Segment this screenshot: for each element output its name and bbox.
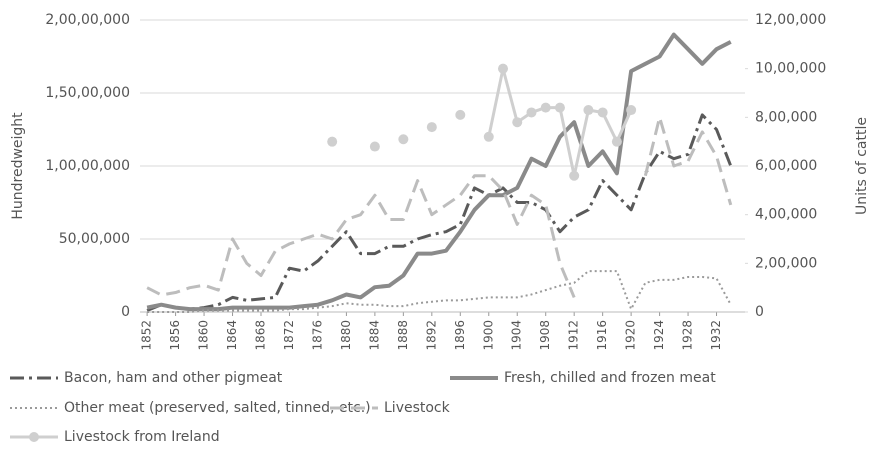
point <box>569 170 580 181</box>
series-line <box>146 115 733 298</box>
point <box>426 122 437 133</box>
series-line <box>146 113 733 312</box>
point <box>611 136 622 147</box>
y2-tick-label: 0 <box>755 304 764 320</box>
point <box>369 141 380 152</box>
x-tick-label: 1856 <box>168 320 182 351</box>
x-tick-label: 1888 <box>396 320 410 351</box>
y-tick-label: 1,50,00,000 <box>45 85 130 101</box>
legend-label: Livestock from Ireland <box>64 429 220 445</box>
x-tick-label: 1896 <box>453 320 467 351</box>
y2-tick-label: 4,00,000 <box>755 207 817 223</box>
x-tick-label: 1864 <box>225 320 239 351</box>
legend-label: Livestock <box>384 400 451 416</box>
y2-tick-label: 6,00,000 <box>755 158 817 174</box>
legend-label: Other meat (preserved, salted, tinned, e… <box>64 400 371 416</box>
x-tick-label: 1892 <box>424 320 438 351</box>
x-tick-label: 1932 <box>709 320 723 351</box>
point <box>597 107 608 118</box>
legend-label: Fresh, chilled and frozen meat <box>504 370 716 386</box>
x-tick-label: 1924 <box>652 320 666 351</box>
y-axis-label: Hundredweight <box>10 112 26 220</box>
point <box>626 105 637 116</box>
x-tick-label: 1912 <box>567 320 581 351</box>
y2-tick-label: 10,00,000 <box>755 61 826 77</box>
legend-label: Bacon, ham and other pigmeat <box>64 370 283 386</box>
y2-tick-label: 12,00,000 <box>755 12 826 28</box>
legend-marker <box>29 432 39 442</box>
series-line <box>146 32 732 312</box>
x-tick-label: 1884 <box>367 320 381 351</box>
y-tick-label: 50,00,000 <box>59 231 130 247</box>
x-tick-label: 1908 <box>538 320 552 351</box>
y-tick-label: 0 <box>121 304 130 320</box>
point <box>455 109 466 120</box>
x-tick-label: 1860 <box>197 320 211 351</box>
x-tick-label: 1928 <box>681 320 695 351</box>
point <box>483 131 494 142</box>
x-tick-label: 1920 <box>624 320 638 351</box>
x-tick-label: 1876 <box>310 320 324 351</box>
x-tick-label: 1852 <box>140 320 154 351</box>
y-tick-label: 2,00,00,000 <box>45 12 130 28</box>
y2-axis-label: Units of cattle <box>854 117 870 215</box>
point <box>540 102 551 113</box>
y-tick-label: 1,00,00,000 <box>45 158 130 174</box>
x-tick-label: 1868 <box>254 320 268 351</box>
x-tick-label: 1904 <box>510 320 524 351</box>
x-tick-label: 1880 <box>339 320 353 351</box>
point <box>498 63 508 74</box>
x-tick-label: 1900 <box>481 320 495 351</box>
y2-tick-label: 2,00,000 <box>755 255 817 271</box>
point <box>512 117 523 128</box>
point <box>583 105 594 116</box>
point <box>554 102 565 113</box>
x-tick-label: 1872 <box>282 320 296 351</box>
point <box>526 107 537 118</box>
y2-tick-label: 8,00,000 <box>755 109 817 125</box>
x-tick-label: 1916 <box>595 320 609 351</box>
point <box>327 136 338 147</box>
point <box>398 134 409 145</box>
